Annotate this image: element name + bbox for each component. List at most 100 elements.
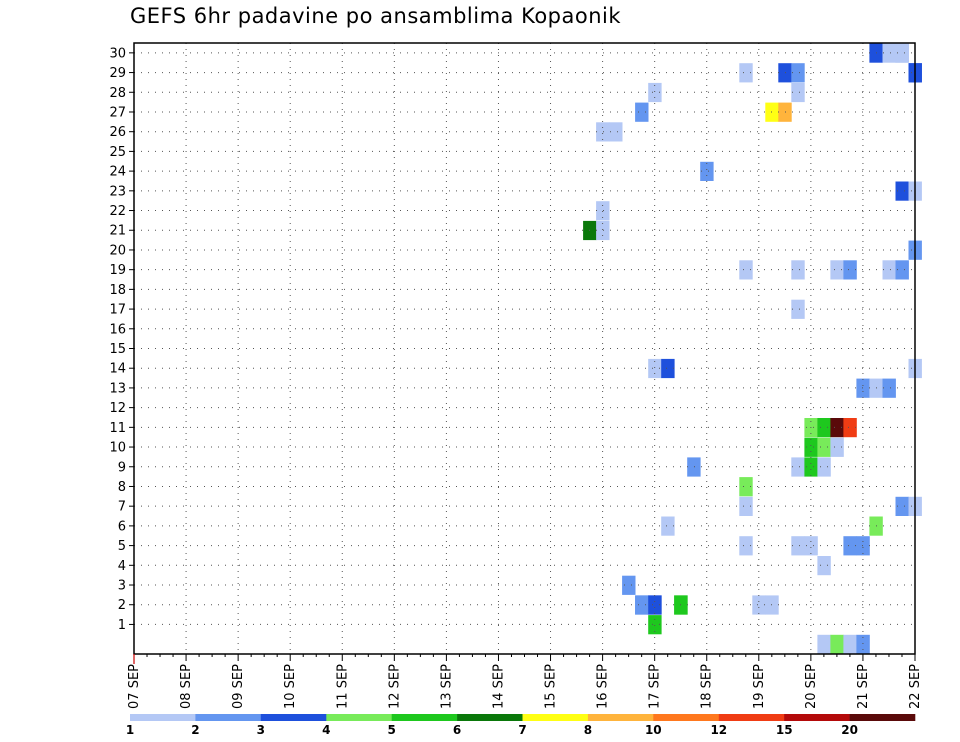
- y-tick-label: 14: [109, 362, 126, 377]
- colorbar-label: 20: [841, 723, 858, 737]
- heatmap-cell: [804, 536, 818, 556]
- heatmap-cell: [843, 536, 857, 556]
- x-tick-label: 16 SEP: [596, 664, 611, 709]
- x-tick-label: 17 SEP: [648, 664, 663, 709]
- heatmap-cell: [856, 536, 870, 556]
- heatmap-cell: [791, 63, 805, 83]
- heatmap-cell: [791, 260, 805, 280]
- heatmap-cell: [791, 457, 805, 477]
- y-tick-label: 7: [118, 500, 126, 515]
- y-tick-label: 6: [118, 519, 126, 534]
- heatmap-cell: [817, 437, 831, 457]
- colorbar-segment: [391, 714, 458, 721]
- y-tick-label: 13: [109, 381, 126, 396]
- x-tick-label: 12 SEP: [387, 664, 402, 709]
- chart-title: GEFS 6hr padavine po ansamblima Kopaonik: [130, 4, 622, 28]
- y-tick-label: 25: [109, 145, 126, 160]
- y-tick-label: 10: [109, 441, 126, 456]
- heatmap-cell: [635, 595, 649, 615]
- heatmap-cell: [843, 634, 857, 654]
- colorbar-segment: [457, 714, 523, 721]
- x-tick-label: 10 SEP: [283, 664, 298, 709]
- y-tick-label: 1: [118, 618, 126, 633]
- y-tick-label: 21: [109, 224, 126, 239]
- colorbar-segment: [587, 714, 654, 721]
- heatmap-cell: [843, 260, 857, 280]
- x-tick-label: 20 SEP: [804, 664, 819, 709]
- plot-frame: [133, 42, 916, 655]
- y-tick-label: 20: [109, 243, 126, 258]
- y-tick-label: 3: [118, 579, 126, 594]
- heatmap-cell: [752, 595, 766, 615]
- y-tick-label: 2: [118, 598, 126, 613]
- x-tick-label: 09 SEP: [231, 664, 246, 709]
- heatmap-cell: [596, 122, 610, 142]
- colorbar-label: 8: [584, 723, 592, 737]
- heatmap-cell: [739, 63, 753, 83]
- colorbar-segment: [718, 714, 785, 721]
- y-tick-label: 24: [109, 165, 126, 180]
- heatmap-cell: [856, 634, 870, 654]
- colorbar-label: 15: [776, 723, 793, 737]
- heatmap-cell: [830, 437, 844, 457]
- colorbar-segment: [849, 714, 916, 721]
- heatmap-cell: [830, 260, 844, 280]
- x-tick-label: 21 SEP: [856, 664, 871, 709]
- y-tick-label: 16: [109, 322, 126, 337]
- y-tick-label: 12: [109, 401, 126, 416]
- y-tick-label: 17: [109, 303, 126, 318]
- x-tick-label: 22 SEP: [908, 664, 923, 709]
- heatmap-cell: [804, 437, 818, 457]
- x-tick-label: 07 SEP: [127, 664, 142, 709]
- y-tick-label: 28: [109, 86, 126, 101]
- colorbar-label: 10: [645, 723, 662, 737]
- colorbar-label: 12: [710, 723, 727, 737]
- colorbar-label: 2: [191, 723, 199, 737]
- heatmap-cell: [687, 457, 701, 477]
- y-tick-label: 8: [118, 480, 126, 495]
- colorbar-label: 1: [126, 723, 134, 737]
- y-tick-label: 26: [109, 125, 126, 140]
- heatmap-cell: [830, 418, 844, 438]
- heatmap-cell: [596, 220, 610, 241]
- heatmap-cell: [609, 122, 623, 142]
- y-tick-label: 23: [109, 184, 126, 199]
- colorbar-segment: [130, 714, 196, 721]
- heatmap-cell: [882, 43, 896, 63]
- heatmap-cell: [882, 260, 896, 280]
- y-tick-label: 19: [109, 263, 126, 278]
- x-tick-label: 08 SEP: [179, 664, 194, 709]
- colorbar-label: 4: [322, 723, 330, 737]
- heatmap-cell: [622, 575, 636, 595]
- y-tick-label: 4: [118, 559, 126, 574]
- y-tick-label: 11: [109, 421, 126, 436]
- heatmap-cell: [661, 516, 675, 536]
- x-tick-label: 13 SEP: [439, 664, 454, 709]
- heatmap-cell: [856, 378, 870, 398]
- colorbar-segment: [653, 714, 719, 721]
- heatmap-cell: [739, 477, 753, 497]
- x-tick-label: 11 SEP: [335, 664, 350, 709]
- heatmap-cell: [648, 82, 662, 103]
- y-tick-label: 22: [109, 204, 126, 219]
- y-tick-label: 15: [109, 342, 126, 357]
- heatmap-cell: [739, 260, 753, 280]
- heatmap-cell: [739, 536, 753, 556]
- heatmap-cell: [661, 358, 675, 379]
- colorbar-label: 7: [518, 723, 526, 737]
- colorbar-segment: [326, 714, 392, 721]
- heatmap-cell: [830, 634, 844, 654]
- x-tick-label: 15 SEP: [544, 664, 559, 709]
- heatmap-cell: [817, 556, 831, 576]
- colorbar-segment: [784, 714, 850, 721]
- colorbar-segment: [260, 714, 327, 721]
- heatmap-cell: [804, 457, 818, 477]
- heatmap-cell: [596, 201, 610, 221]
- colorbar-segment: [195, 714, 262, 721]
- heatmap-cell: [700, 161, 714, 181]
- colorbar-segment: [522, 714, 589, 721]
- heatmap-cell: [843, 418, 857, 438]
- heatmap-cell: [882, 378, 896, 398]
- heatmap-cell: [791, 299, 805, 319]
